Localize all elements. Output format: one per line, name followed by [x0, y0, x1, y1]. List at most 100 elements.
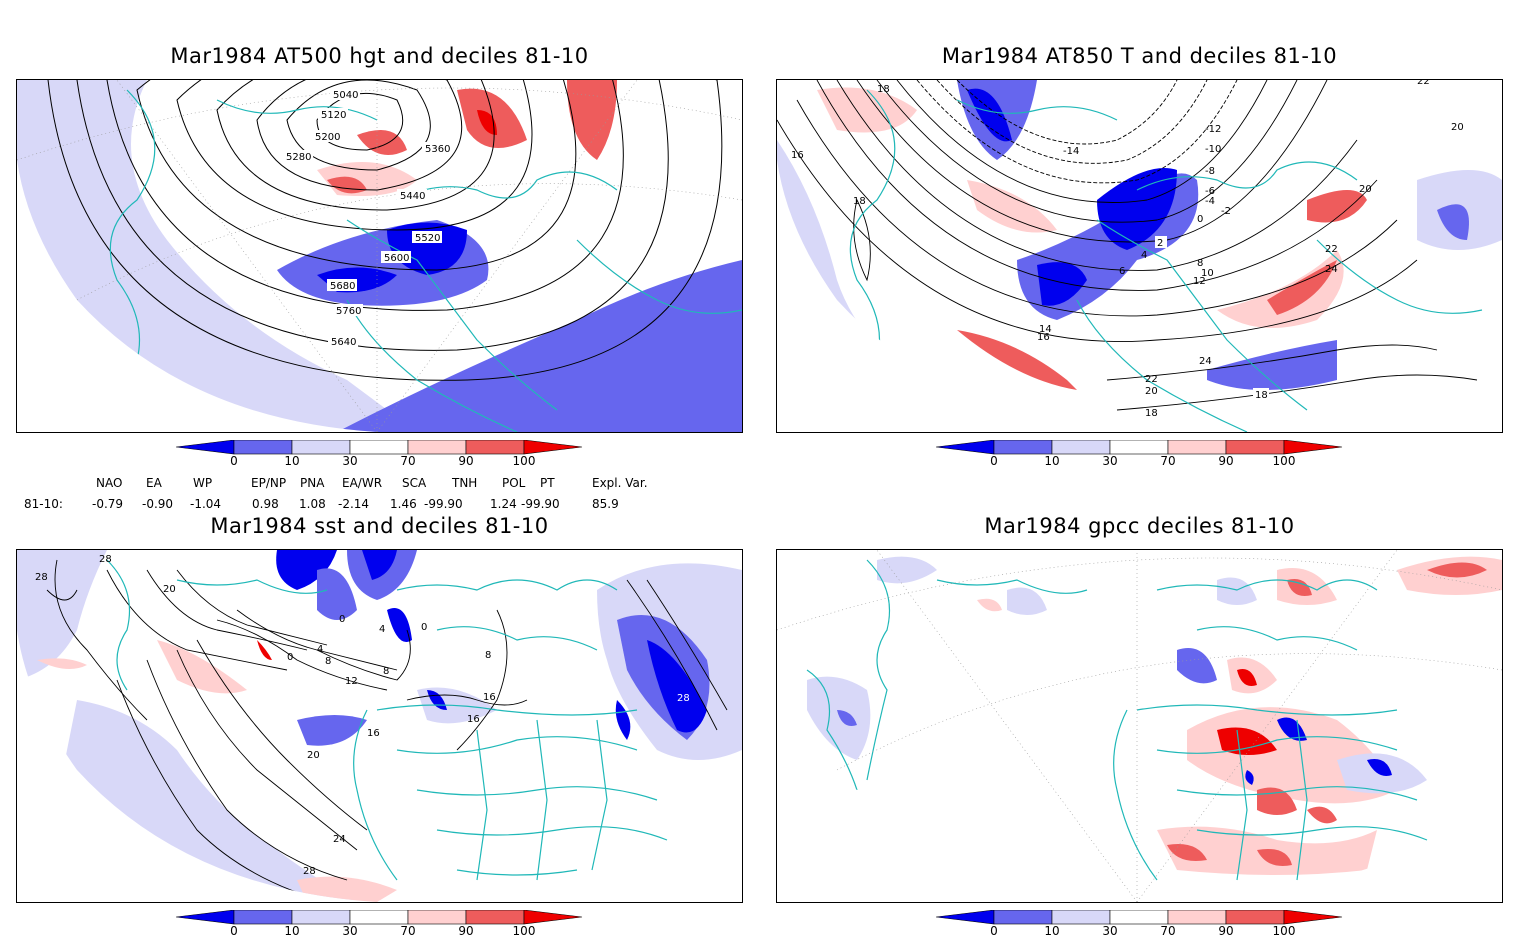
- colorbar-label: 90: [1218, 924, 1234, 938]
- contour-label: 5200: [315, 132, 340, 143]
- colorbar-swatches: [175, 439, 583, 455]
- index-value: -1.04: [190, 497, 222, 511]
- contour-label: 24: [333, 834, 346, 845]
- contour-label: -14: [1063, 146, 1079, 157]
- map-panel-sst: 28 28 20 0 4 8 0 4 8 12 16 16 20 24 28 2…: [16, 549, 743, 903]
- contour-label: 12: [1193, 276, 1206, 287]
- colorbar-swatches: [935, 439, 1343, 455]
- colorbar-label: 10: [284, 454, 300, 468]
- contour-label: 16: [467, 714, 480, 725]
- contour-label: 6: [1119, 266, 1125, 277]
- contour-label: 16: [367, 728, 380, 739]
- contour-label: 22: [1145, 374, 1158, 385]
- sst-contour-labels: 28 28 20 0 4 8 0 4 8 12 16 16 20 24 28 2…: [35, 554, 691, 877]
- index-header: EA: [146, 476, 162, 490]
- contour-label: 5520: [415, 233, 440, 244]
- hgt500-contour-labels: 5040 5120 5200 5280 5360 5440 5520 5600 …: [283, 88, 452, 348]
- colorbar-label: 70: [1160, 924, 1176, 938]
- contour-label: -4: [1205, 196, 1215, 207]
- colorbar-label: 10: [284, 924, 300, 938]
- contour-label: 28: [99, 554, 112, 565]
- contour-label: 18: [1145, 408, 1158, 419]
- index-header: EA/WR: [342, 476, 383, 490]
- contour-label: 20: [163, 584, 176, 595]
- contour-label: -12: [1205, 124, 1221, 135]
- contour-label: 0: [339, 614, 345, 625]
- contour-label: -6: [1205, 186, 1215, 197]
- colorbar-label: 100: [512, 454, 536, 468]
- contour-label: 16: [1037, 332, 1050, 343]
- contour-label: 22: [1325, 244, 1338, 255]
- index-header: PNA: [300, 476, 325, 490]
- contour-label: 28: [35, 572, 48, 583]
- colorbar-bottom-right: 0 10 30 70 90 100: [935, 909, 1346, 940]
- contour-label: 2: [1157, 238, 1163, 249]
- colorbar-label: 0: [990, 924, 998, 938]
- contour-label: 20: [1145, 386, 1158, 397]
- contour-label: 8: [485, 650, 491, 661]
- colorbar-label: 70: [400, 454, 416, 468]
- colorbar-label: 90: [458, 924, 474, 938]
- contour-label: 5760: [336, 306, 361, 317]
- contour-label: 24: [1325, 264, 1338, 275]
- contour-label: 28: [303, 866, 316, 877]
- index-header: EP/NP: [251, 476, 287, 490]
- colorbar-label: 30: [1102, 454, 1118, 468]
- contour-label: 16: [791, 150, 804, 161]
- index-value: -2.14: [338, 497, 370, 511]
- colorbar-label: 90: [1218, 454, 1234, 468]
- t850-contour-labels: 18 16 18 -12 -10 -14 -8 -6 -4 -2 0 2 4 6…: [791, 80, 1464, 419]
- index-value: -0.90: [142, 497, 174, 511]
- contour-label: 20: [307, 750, 320, 761]
- colorbar-top-right: 0 10 30 70 90 100: [935, 439, 1346, 472]
- colorbar-label: 90: [458, 454, 474, 468]
- contour-label: 5600: [384, 253, 409, 264]
- colorbar-label: 30: [1102, 924, 1118, 938]
- contour-label: 22: [1417, 80, 1430, 87]
- contour-label: 0: [287, 652, 293, 663]
- index-header: WP: [193, 476, 213, 490]
- index-value: -99.90: [521, 497, 560, 511]
- sst-map: 28 28 20 0 4 8 0 4 8 12 16 16 20 24 28 2…: [17, 550, 742, 902]
- contour-label: 5280: [286, 152, 311, 163]
- panel-title-gpcc: Mar1984 gpcc deciles 81-10: [984, 514, 1295, 538]
- contour-label: 12: [345, 676, 358, 687]
- contour-label: -2: [1221, 206, 1231, 217]
- index-header: NAO: [96, 476, 123, 490]
- index-header: POL: [502, 476, 526, 490]
- contour-label: -8: [1205, 166, 1215, 177]
- colorbar-label: 70: [1160, 454, 1176, 468]
- map-panel-hgt500: 5040 5120 5200 5280 5360 5440 5520 5600 …: [16, 79, 743, 433]
- colorbar-label: 30: [342, 924, 358, 938]
- colorbar-label: 100: [1272, 924, 1296, 938]
- index-value: -0.79: [92, 497, 124, 511]
- contour-label: 18: [1255, 390, 1268, 401]
- panel-title-t850: Mar1984 AT850 T and deciles 81-10: [941, 44, 1338, 68]
- colorbar-label: 0: [230, 454, 238, 468]
- map-panel-t850: 18 16 18 -12 -10 -14 -8 -6 -4 -2 0 2 4 6…: [776, 79, 1503, 433]
- contour-label: 24: [1199, 356, 1212, 367]
- contour-label: 18: [853, 196, 866, 207]
- contour-label: 5120: [321, 110, 346, 121]
- index-header: PT: [540, 476, 555, 490]
- colorbar-label: 70: [400, 924, 416, 938]
- contour-label: 10: [1201, 268, 1214, 279]
- contour-label: 5040: [333, 90, 358, 101]
- contour-label: 20: [1359, 184, 1372, 195]
- index-header: SCA: [402, 476, 427, 490]
- colorbar-label: 0: [990, 454, 998, 468]
- contour-label: 18: [877, 84, 890, 95]
- map-panel-gpcc: [776, 549, 1503, 903]
- contour-label: 5360: [425, 144, 450, 155]
- colorbar-label: 10: [1044, 454, 1060, 468]
- contour-label: 4: [1141, 250, 1147, 261]
- panel-title-hgt500: Mar1984 AT500 hgt and deciles 81-10: [170, 44, 589, 68]
- hgt500-map: 5040 5120 5200 5280 5360 5440 5520 5600 …: [17, 80, 742, 432]
- panel-title-sst: Mar1984 sst and deciles 81-10: [210, 514, 549, 538]
- contour-label: -10: [1205, 144, 1221, 155]
- contour-label: 8: [325, 656, 331, 667]
- contour-label: 4: [317, 644, 323, 655]
- contour-label: 8: [1197, 258, 1203, 269]
- index-value: 0.98: [252, 497, 279, 511]
- contour-label: 20: [1451, 122, 1464, 133]
